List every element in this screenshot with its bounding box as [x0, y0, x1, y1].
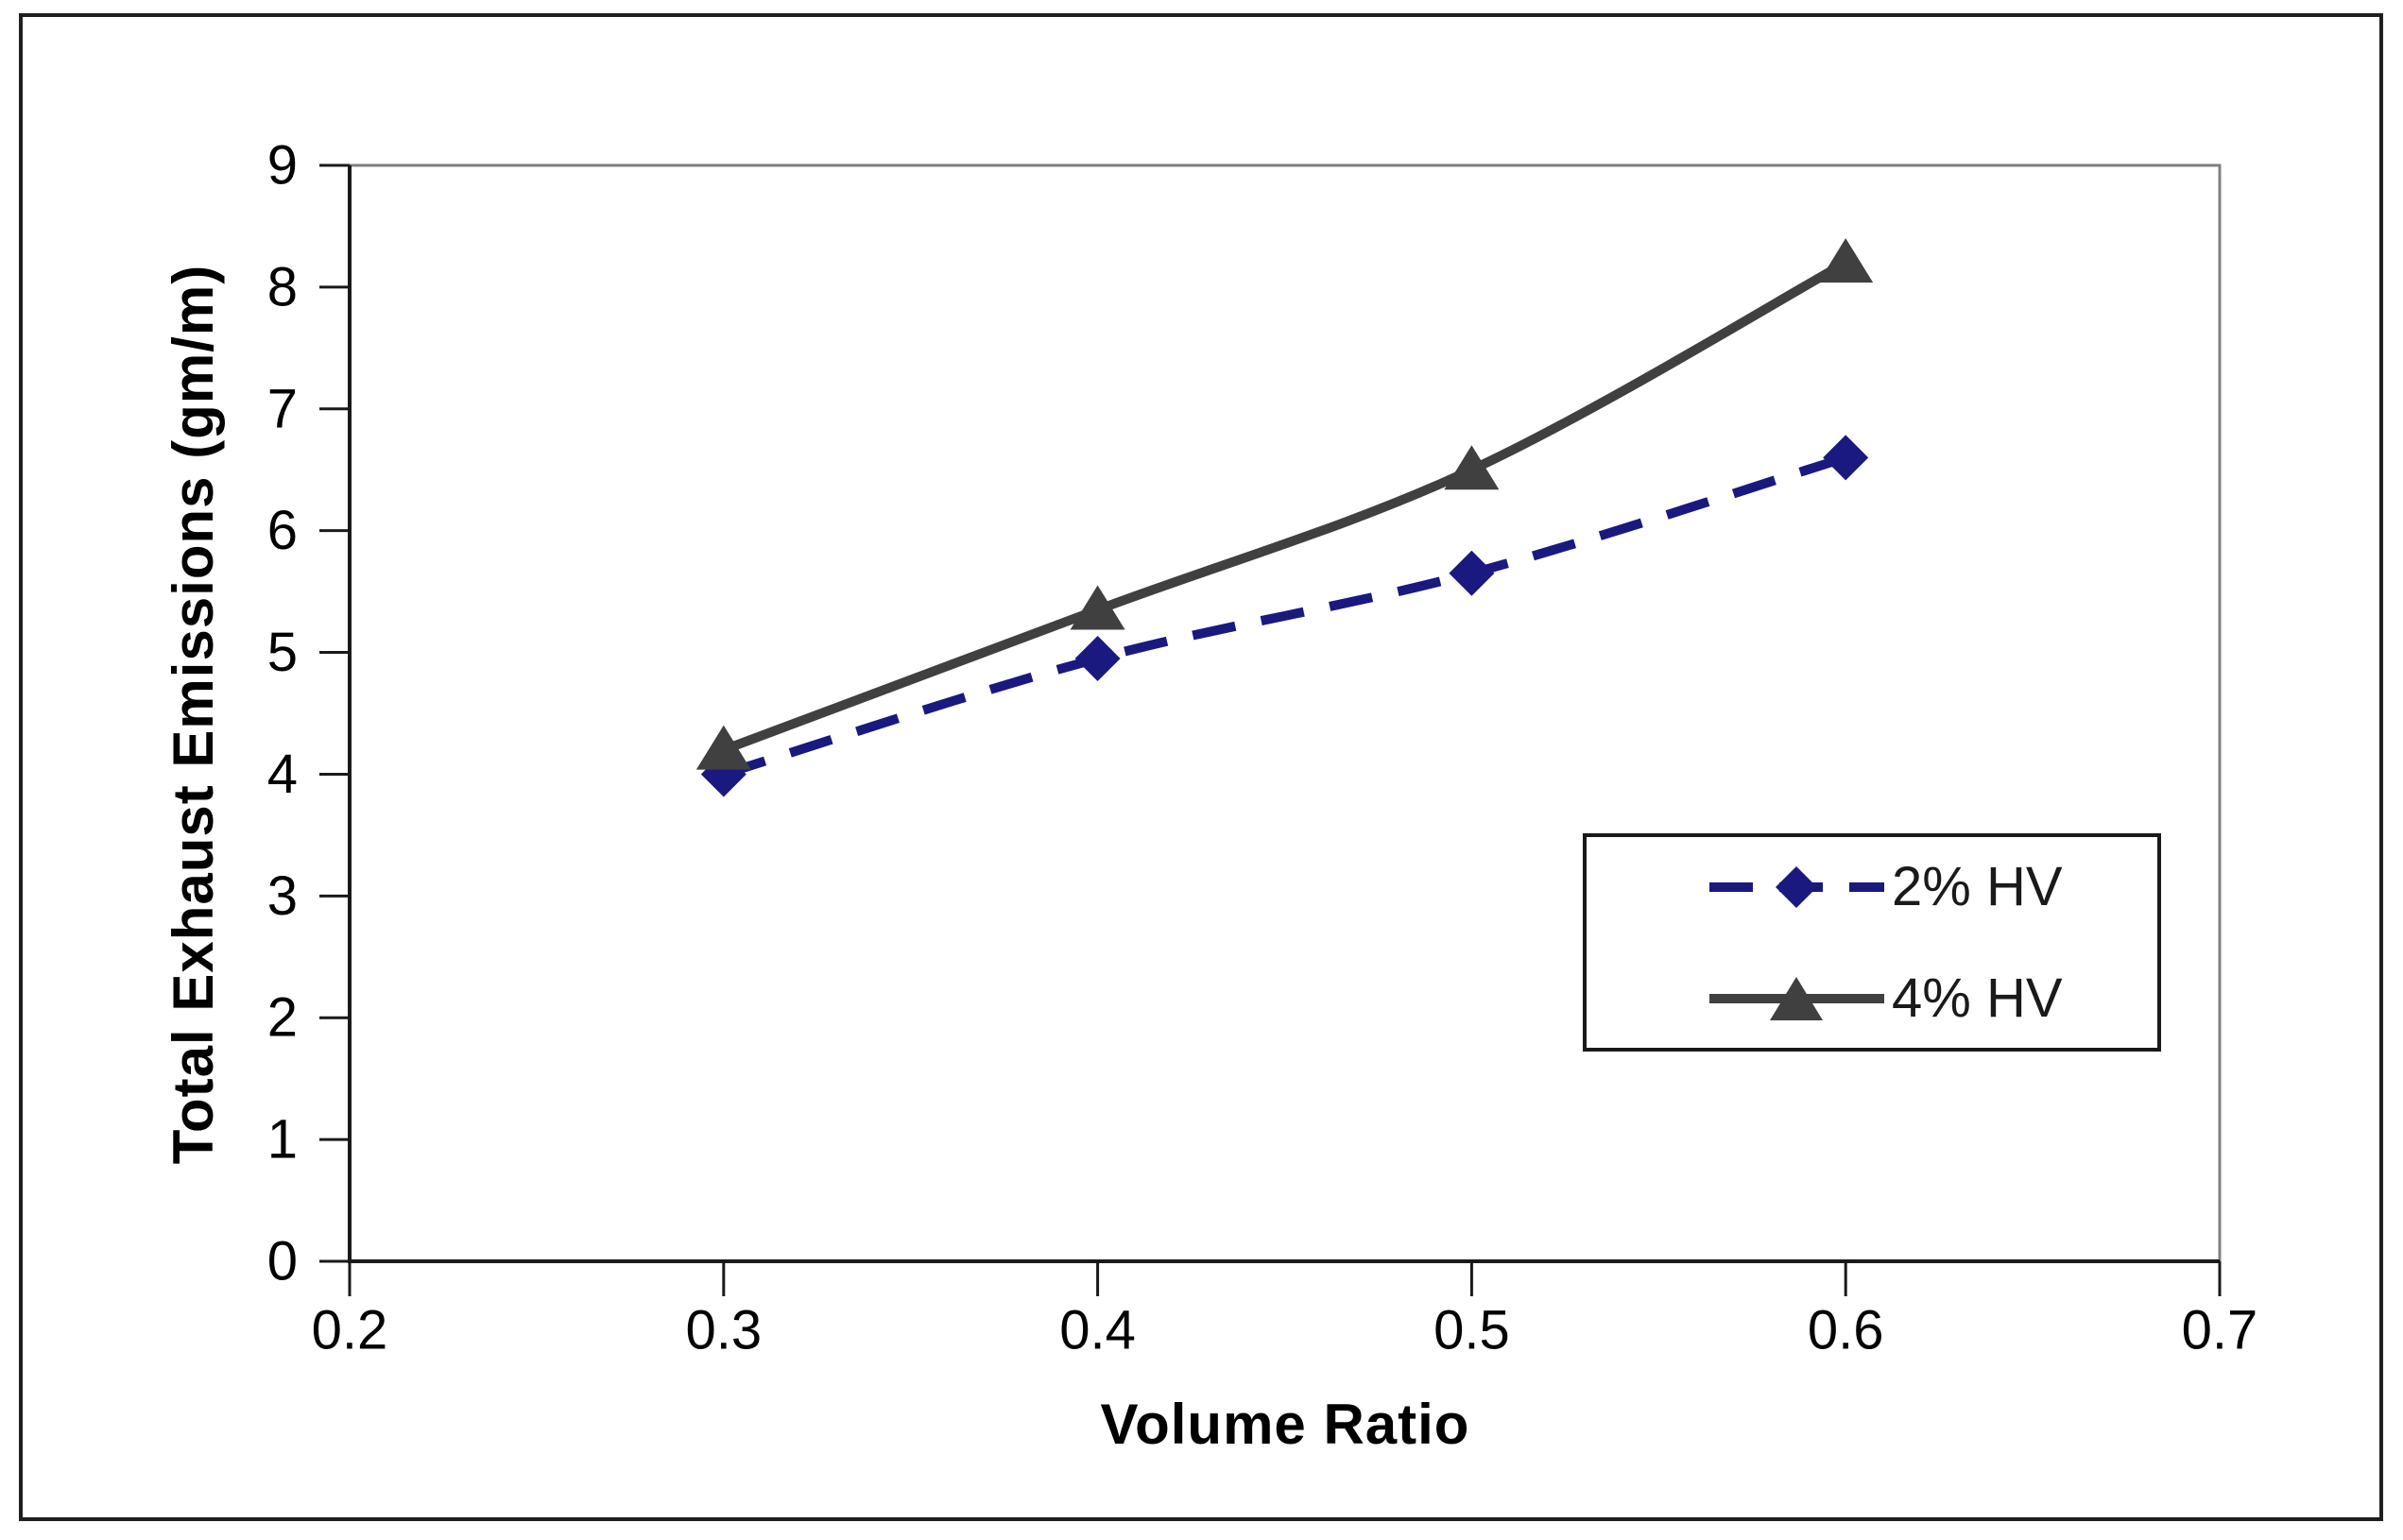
legend-sample-solid-triangle-icon — [1709, 977, 1884, 1020]
x-axis-title: Volume Ratio — [1100, 1393, 1470, 1456]
plot-border — [348, 163, 2222, 1263]
marker-diamond-2-hv — [1074, 636, 1121, 681]
legend-item-4pct-hv: 4% HV — [1709, 966, 2063, 1032]
x-tick-label: 0.7 — [2182, 1300, 2258, 1361]
series-line-2-hv — [722, 453, 1847, 779]
y-tick-label: 6 — [267, 500, 298, 561]
y-tick-label: 7 — [267, 378, 298, 439]
y-tick-label: 1 — [267, 1109, 298, 1171]
marker-triangle-4-hv — [1070, 585, 1125, 630]
legend-label-2pct-hv: 2% HV — [1892, 856, 2063, 917]
y-tick-label: 2 — [267, 987, 298, 1049]
marker-triangle-4-hv — [1444, 445, 1500, 490]
legend-item-2pct-hv: 2% HV — [1709, 854, 2063, 920]
marker-diamond-2-hv — [1823, 435, 1869, 481]
marker-triangle-4-hv — [1818, 238, 1874, 283]
x-tick-label: 0.5 — [1433, 1300, 1510, 1361]
y-tick-label: 8 — [267, 256, 298, 317]
legend-triangle-marker-icon — [1770, 977, 1823, 1020]
marker-triangle-4-hv — [695, 725, 751, 770]
y-axis-title: Total Exhaust Emissions (gm/m) — [162, 264, 225, 1165]
y-tick-label: 4 — [267, 744, 298, 805]
y-tick-label: 9 — [267, 135, 298, 197]
marker-diamond-2-hv — [1449, 550, 1495, 596]
series-line-4-hv — [722, 258, 1848, 755]
legend-diamond-marker-icon — [1776, 866, 1817, 908]
legend-sample-dashed-diamond-icon — [1709, 866, 1884, 908]
x-tick-label: 0.6 — [1808, 1300, 1884, 1361]
legend-box: 2% HV 4% HV — [1583, 833, 2161, 1052]
legend-label-4pct-hv: 4% HV — [1892, 967, 2063, 1029]
y-tick-label: 0 — [267, 1231, 298, 1292]
y-tick-label: 3 — [267, 865, 298, 927]
x-tick-label: 0.2 — [312, 1300, 388, 1361]
x-tick-label: 0.3 — [685, 1300, 762, 1361]
x-tick-label: 0.4 — [1059, 1300, 1136, 1361]
y-tick-label: 5 — [267, 622, 298, 683]
